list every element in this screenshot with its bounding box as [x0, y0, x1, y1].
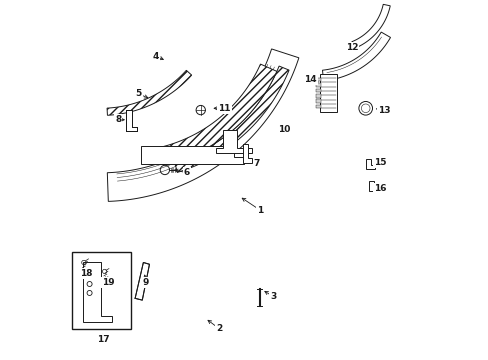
Text: 12: 12 [345, 43, 358, 52]
Polygon shape [316, 99, 320, 103]
Polygon shape [159, 64, 276, 165]
Polygon shape [316, 105, 320, 108]
Polygon shape [322, 32, 390, 81]
Text: 15: 15 [373, 158, 386, 167]
Polygon shape [368, 181, 376, 191]
Text: 13: 13 [377, 105, 390, 114]
Polygon shape [351, 4, 389, 48]
Polygon shape [316, 78, 320, 81]
Text: 16: 16 [373, 184, 386, 193]
Text: 19: 19 [102, 278, 114, 287]
Polygon shape [316, 83, 320, 87]
Text: 9: 9 [142, 278, 149, 287]
Text: 3: 3 [269, 292, 276, 301]
Polygon shape [107, 70, 191, 115]
Text: 6: 6 [183, 168, 190, 177]
Text: 5: 5 [135, 89, 142, 98]
Polygon shape [107, 49, 298, 201]
Text: 7: 7 [253, 159, 260, 168]
Polygon shape [126, 110, 137, 131]
Text: 18: 18 [80, 269, 92, 278]
Polygon shape [366, 159, 375, 169]
Text: 4: 4 [152, 52, 159, 61]
Text: 8: 8 [115, 115, 121, 124]
Text: 17: 17 [96, 335, 109, 344]
Bar [72, 252, 131, 329]
Polygon shape [316, 94, 320, 98]
Polygon shape [215, 130, 251, 153]
Text: 1: 1 [257, 206, 263, 215]
Text: 2: 2 [216, 324, 222, 333]
Bar [319, 74, 336, 112]
Text: 14: 14 [304, 75, 317, 84]
Text: 11: 11 [218, 104, 230, 113]
Polygon shape [174, 66, 288, 172]
Polygon shape [316, 89, 320, 92]
Polygon shape [83, 262, 112, 321]
Polygon shape [135, 262, 149, 300]
Text: 10: 10 [277, 125, 289, 134]
Polygon shape [242, 144, 251, 163]
Polygon shape [140, 146, 244, 164]
